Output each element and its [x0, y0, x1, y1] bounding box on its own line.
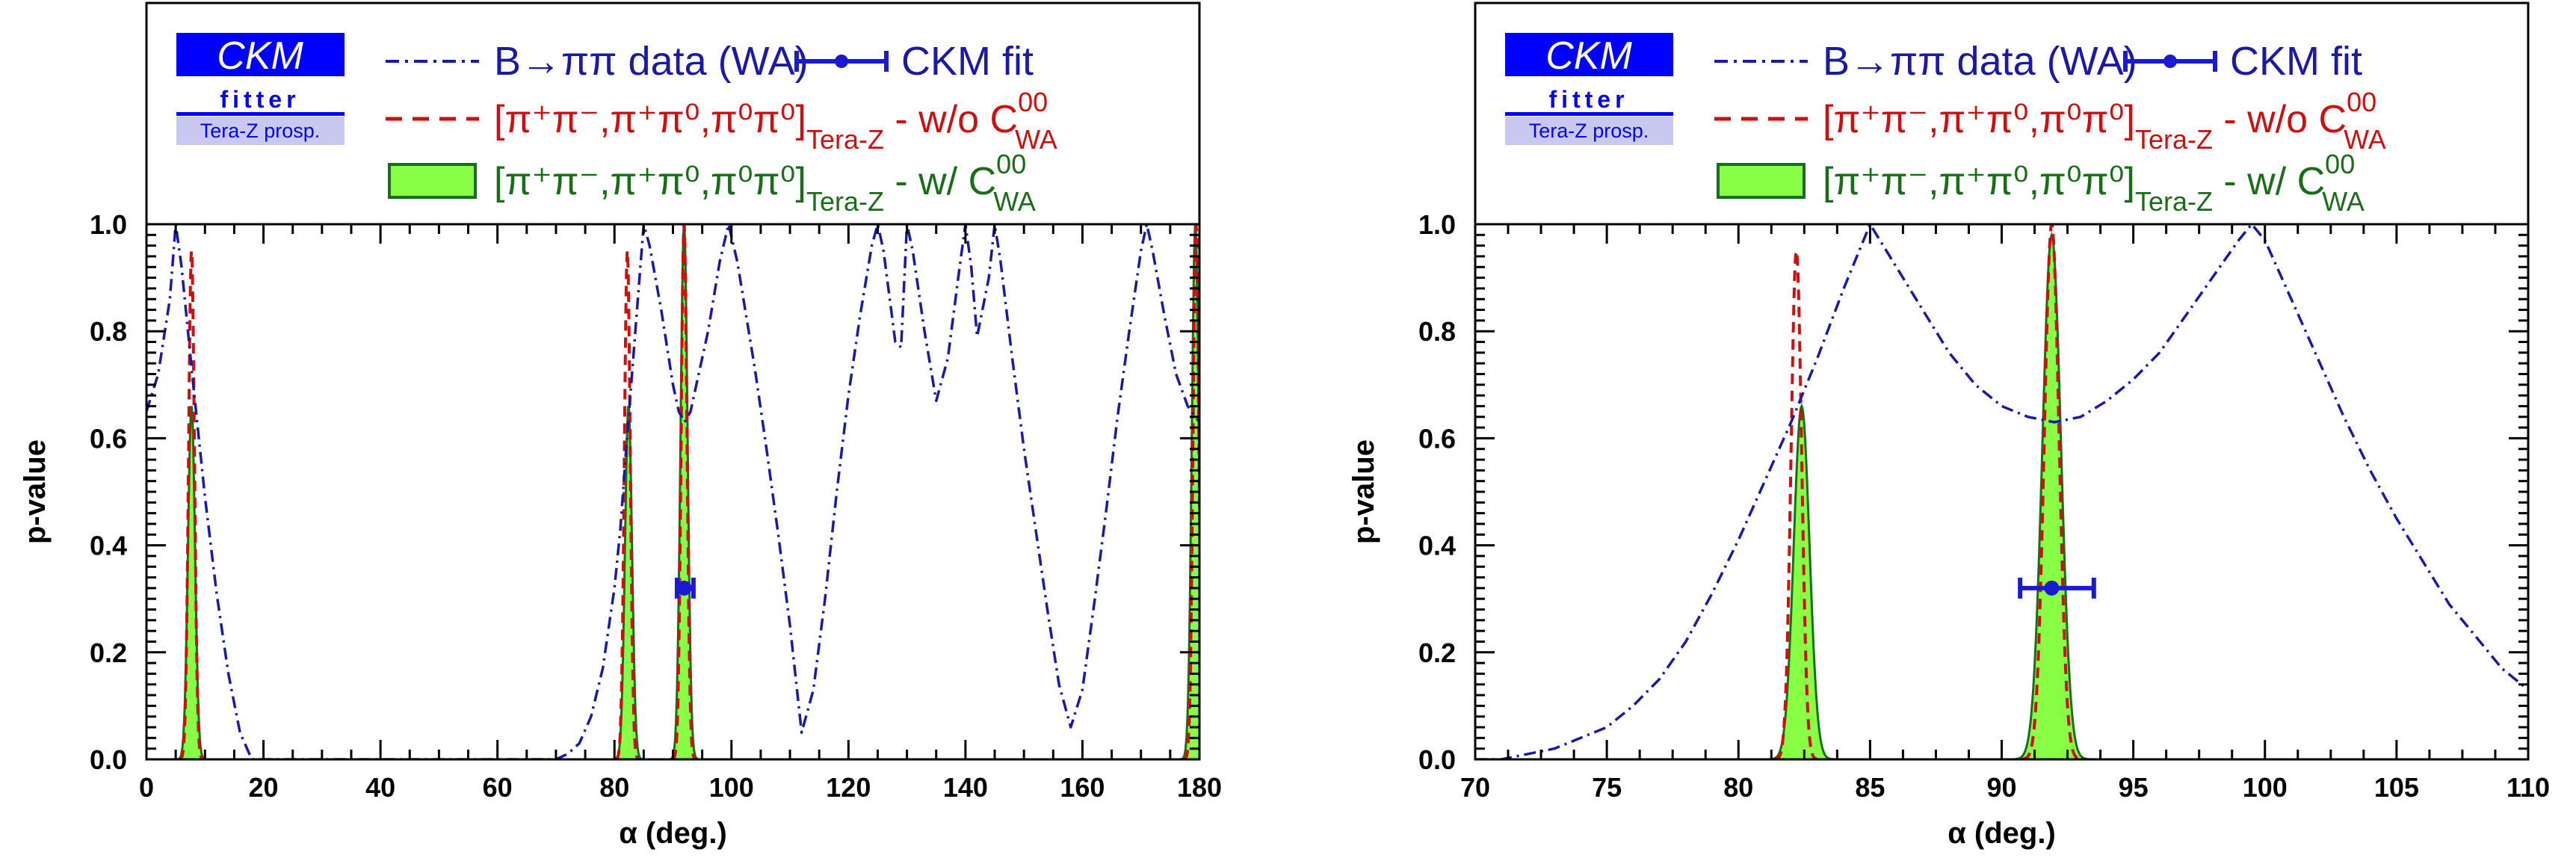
- x-tick-label: 140: [943, 772, 988, 803]
- ckmfitter-logo: CKM fitter Tera-Z prosp.: [1505, 33, 1673, 145]
- logo-tag-bg: [176, 117, 345, 145]
- legend-fit-label: CKM fit: [2230, 39, 2362, 84]
- green-peak-0: [1769, 403, 1835, 759]
- y-tick-label: 0.4: [90, 531, 127, 561]
- y-tick-label: 0.6: [1418, 423, 1456, 454]
- wa-curve: [146, 223, 1199, 759]
- y-tick-label: 0.4: [1418, 531, 1456, 561]
- x-tick-label: 80: [599, 772, 629, 803]
- plot-content: [1475, 223, 2528, 759]
- ckmfitter-logo: CKM fitter Tera-Z prosp.: [176, 33, 345, 145]
- legend-wa-label: B→ππ data (WA): [1823, 39, 2137, 84]
- plot-panel-1: 70 75 80 85 90 95 100 105 110 0.0 0.2 0.4 0.6 0.8 1.0 α…: [1347, 209, 2550, 850]
- logo-title: CKM: [1545, 34, 1632, 78]
- x-tick-label: 110: [2506, 772, 2550, 803]
- y-tick-label: 0.2: [90, 638, 127, 668]
- x-tick-label: 100: [2243, 772, 2288, 803]
- x-tick-label: 95: [2119, 772, 2149, 803]
- y-axis-title: p-value: [19, 439, 52, 544]
- logo-tag-bg: [1505, 117, 1673, 145]
- x-tick-label: 40: [365, 772, 395, 803]
- legend-wa-label: B→ππ data (WA): [494, 39, 809, 84]
- logo-tag: Tera-Z prosp.: [1529, 120, 1649, 142]
- plot-area: [1475, 224, 2528, 759]
- wa-curve: [1475, 223, 2528, 759]
- y-tick-label: 0.0: [90, 744, 127, 775]
- fit-marker: [676, 580, 692, 596]
- plot-area: [146, 224, 1199, 759]
- logo-rule: [1505, 112, 1673, 116]
- red-peak-0: [1775, 250, 1818, 759]
- x-tick-label: 0: [139, 772, 154, 803]
- x-tick-label: 80: [1723, 772, 1753, 803]
- x-tick-label: 85: [1855, 772, 1885, 803]
- legend-green-box: [1717, 163, 1806, 199]
- x-tick-label: 100: [709, 772, 754, 803]
- logo-tag: Tera-Z prosp.: [200, 120, 321, 142]
- legend-green-label: [π⁺π⁻,π⁺π⁰,π⁰π⁰]Tera-Z - w/ C00 WA: [1823, 149, 2365, 217]
- x-tick-label: 20: [249, 772, 279, 803]
- logo-banner: [1505, 33, 1673, 76]
- legend-0: CKM fitter Tera-Z prosp. B→ππ data (WA) CKM …: [145, 1, 1201, 226]
- y-tick-label: 0.8: [1418, 316, 1456, 347]
- legend-fit-label: CKM fit: [901, 39, 1034, 84]
- legend-red-label: [π⁺π⁻,π⁺π⁰,π⁰π⁰]Tera-Z - w/o C00 WA: [494, 87, 1057, 155]
- x-tick-label: 105: [2374, 772, 2419, 803]
- y-tick-label: 1.0: [90, 209, 127, 240]
- x-tick-label: 90: [1986, 772, 2016, 803]
- logo-subtitle: fitter: [220, 86, 300, 113]
- y-tick-label: 0.0: [1418, 744, 1456, 775]
- red-peak-1: [615, 250, 640, 759]
- y-tick-label: 0.6: [90, 423, 127, 454]
- legend-red-label: [π⁺π⁻,π⁺π⁰,π⁰π⁰]Tera-Z - w/o C00 WA: [1823, 87, 2386, 155]
- y-axis-title: p-value: [1347, 439, 1380, 544]
- y-tick-label: 0.2: [1418, 638, 1456, 668]
- x-axis-title: α (deg.): [1948, 817, 2056, 850]
- logo-banner: [176, 33, 345, 76]
- x-tick-label: 180: [1177, 772, 1222, 803]
- legend-green-label: [π⁺π⁻,π⁺π⁰,π⁰π⁰]Tera-Z - w/ C00 WA: [494, 149, 1036, 217]
- plot-panel-0: 0 20 40 60 80 100 120 140 160 180 0.0 0.2 0.4 0.6 0.8 1…: [19, 209, 1222, 850]
- x-tick-label: 60: [483, 772, 513, 803]
- x-tick-label: 75: [1592, 772, 1622, 803]
- x-tick-label: 120: [826, 772, 871, 803]
- red-peak-0: [179, 250, 204, 759]
- logo-title: CKM: [217, 34, 303, 78]
- legend-fit-marker: [835, 55, 848, 68]
- y-tick-label: 1.0: [1418, 209, 1456, 240]
- legend-green-box: [388, 163, 477, 199]
- legend-fit-marker: [2163, 55, 2177, 68]
- fit-marker: [2044, 580, 2060, 596]
- y-tick-label: 0.8: [90, 316, 127, 347]
- logo-subtitle: fitter: [1548, 86, 1628, 113]
- legend-1: CKM fitter Tera-Z prosp. B→ππ data (WA) CKM …: [1474, 1, 2530, 226]
- logo-rule: [176, 112, 345, 116]
- x-tick-label: 70: [1460, 772, 1490, 803]
- x-axis-title: α (deg.): [619, 817, 727, 850]
- x-tick-label: 160: [1060, 772, 1105, 803]
